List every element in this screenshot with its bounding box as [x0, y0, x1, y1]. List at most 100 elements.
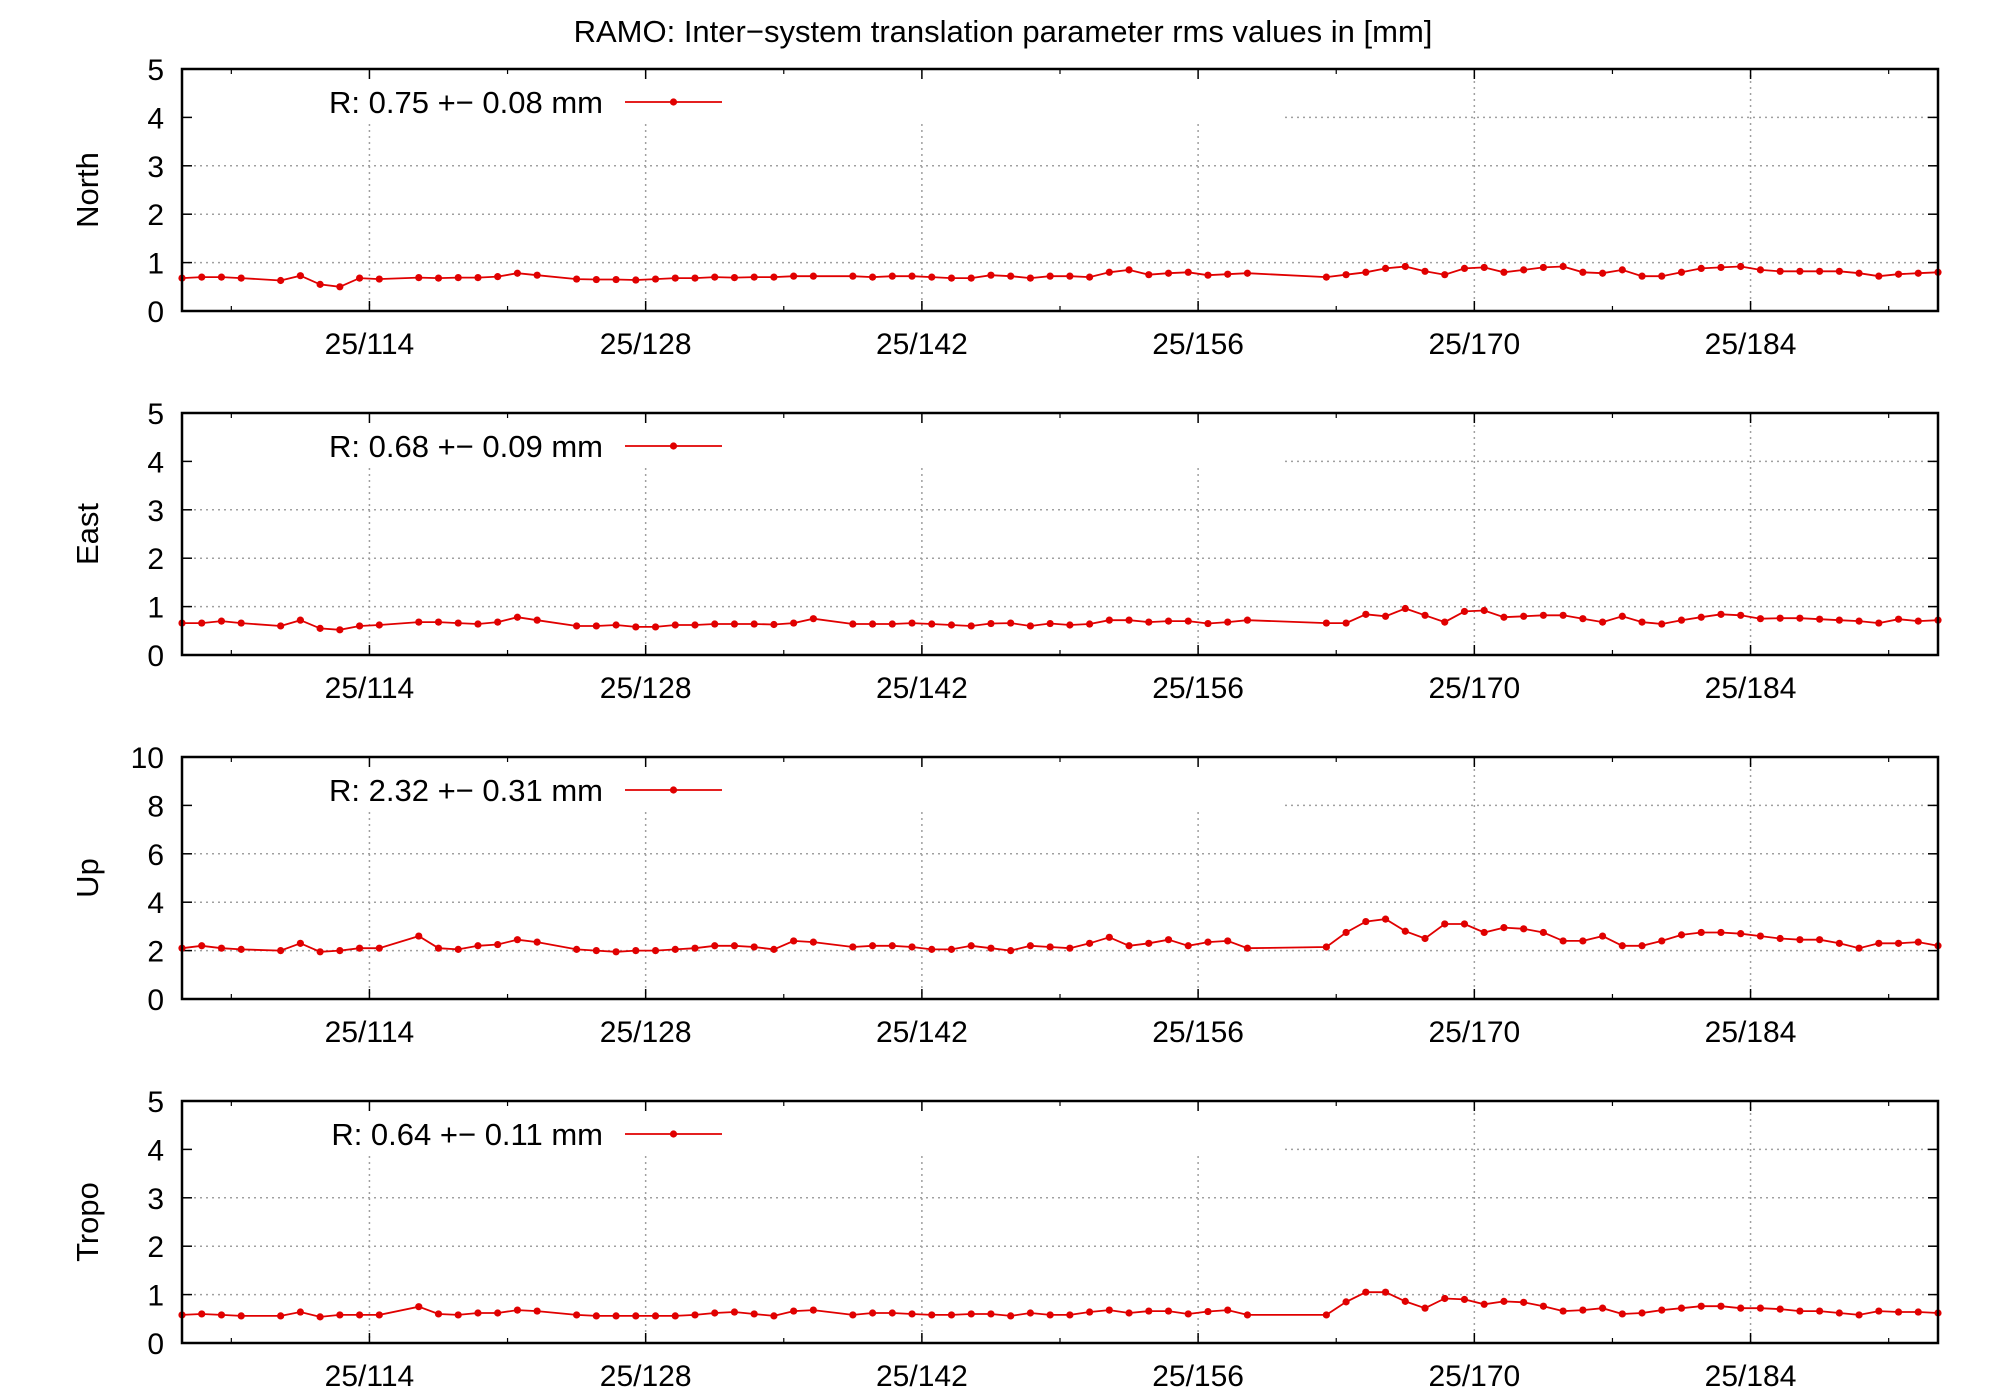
- data-point: [1480, 606, 1488, 615]
- x-tick-label: 25/170: [1428, 1016, 1520, 1049]
- data-point: [790, 1307, 798, 1315]
- data-point: [770, 620, 778, 629]
- y-tick-label: 0: [147, 296, 164, 329]
- data-point: [1441, 271, 1449, 279]
- data-point: [868, 942, 877, 950]
- data-point: [790, 272, 798, 280]
- data-point: [1243, 269, 1252, 277]
- y-tick-label: 1: [147, 248, 164, 281]
- data-point: [1026, 274, 1035, 282]
- data-point: [1125, 1309, 1133, 1317]
- data-point: [1520, 612, 1528, 620]
- data-point: [1835, 616, 1843, 624]
- data-point: [375, 275, 383, 283]
- data-point: [1658, 620, 1666, 628]
- legend-label: R: 2.32 +− 0.31 mm: [329, 773, 603, 808]
- data-point: [1066, 621, 1074, 629]
- x-tick-label: 25/142: [876, 1016, 968, 1049]
- data-point: [849, 1311, 857, 1319]
- data-point: [1401, 262, 1409, 271]
- y-tick-label: 5: [147, 54, 164, 87]
- data-point: [1598, 618, 1607, 626]
- data-point: [1322, 619, 1330, 627]
- plot-frame: [180, 67, 1940, 313]
- data-point: [1894, 615, 1903, 623]
- data-point: [1441, 618, 1449, 626]
- data-point: [947, 945, 956, 953]
- series-line: [181, 265, 1939, 288]
- data-point: [849, 272, 857, 280]
- data-point: [237, 945, 245, 953]
- data-point: [1184, 1310, 1192, 1318]
- data-point: [632, 276, 640, 284]
- data-point: [1697, 613, 1705, 621]
- data-point: [494, 940, 502, 949]
- data-point: [375, 1311, 383, 1319]
- plot-frame: [180, 755, 1940, 1001]
- data-point: [415, 1303, 423, 1311]
- panel-north: 0 1 2 3 4 5 25/114 25/128 25/142 25/156 25/170 25/1…: [70, 54, 1942, 361]
- data-point: [494, 618, 502, 626]
- data-point: [237, 1312, 245, 1320]
- data-point: [947, 1311, 956, 1319]
- data-point: [750, 1310, 758, 1318]
- x-tick-label: 25/114: [325, 328, 415, 361]
- data-point: [1204, 619, 1212, 628]
- data-point: [1105, 616, 1113, 624]
- x-tick-label: 25/128: [600, 672, 692, 705]
- data-point: [612, 1312, 620, 1320]
- data-point: [316, 948, 324, 956]
- data-point: [632, 1312, 640, 1320]
- data-point: [1816, 267, 1824, 275]
- data-point: [1697, 264, 1705, 273]
- data-point: [967, 274, 975, 282]
- data-point: [573, 945, 581, 953]
- data-point: [336, 626, 344, 634]
- data-point: [1421, 1304, 1429, 1312]
- data-point: [888, 942, 896, 950]
- data-point: [1046, 272, 1054, 280]
- data-point: [1046, 1311, 1054, 1319]
- data-point: [1184, 617, 1192, 625]
- data-point: [513, 1306, 522, 1314]
- data-point: [1105, 933, 1113, 941]
- series-line: [182, 607, 1939, 631]
- data-point: [1204, 271, 1212, 279]
- data-point: [355, 622, 364, 630]
- data-point: [1638, 618, 1646, 626]
- data-point: [1500, 268, 1508, 276]
- data-point: [217, 273, 226, 281]
- data-point: [1855, 944, 1863, 952]
- data-point: [1322, 1311, 1330, 1319]
- data-point: [1737, 930, 1745, 938]
- data-point: [1046, 619, 1054, 628]
- data-point: [1066, 272, 1074, 280]
- data-point: [415, 932, 423, 940]
- data-point: [1618, 266, 1626, 274]
- data-point: [1539, 1302, 1547, 1310]
- data-point: [1677, 268, 1686, 276]
- data-point: [750, 943, 758, 951]
- data-point: [1164, 617, 1173, 625]
- data-point: [1618, 1310, 1626, 1318]
- panel-east: 0 1 2 3 4 5 25/114 25/128 25/142 25/156 25/170 25/1…: [70, 398, 1942, 705]
- data-point: [1677, 931, 1686, 939]
- data-point: [454, 945, 462, 953]
- data-point: [730, 620, 739, 628]
- data-point: [1598, 1304, 1607, 1312]
- data-point: [711, 273, 719, 281]
- data-point: [316, 280, 324, 288]
- data-point: [928, 273, 936, 281]
- data-point: [1085, 1308, 1094, 1316]
- data-point: [237, 274, 245, 282]
- data-point: [1875, 619, 1883, 627]
- y-tick-label: 0: [147, 984, 164, 1017]
- data-point: [632, 947, 640, 955]
- data-point: [1342, 271, 1350, 279]
- data-point: [1026, 1309, 1035, 1317]
- data-point: [1776, 614, 1784, 622]
- x-tick-label: 25/142: [876, 1360, 968, 1393]
- x-tick-label: 25/184: [1705, 1016, 1797, 1049]
- data-point: [1480, 263, 1488, 272]
